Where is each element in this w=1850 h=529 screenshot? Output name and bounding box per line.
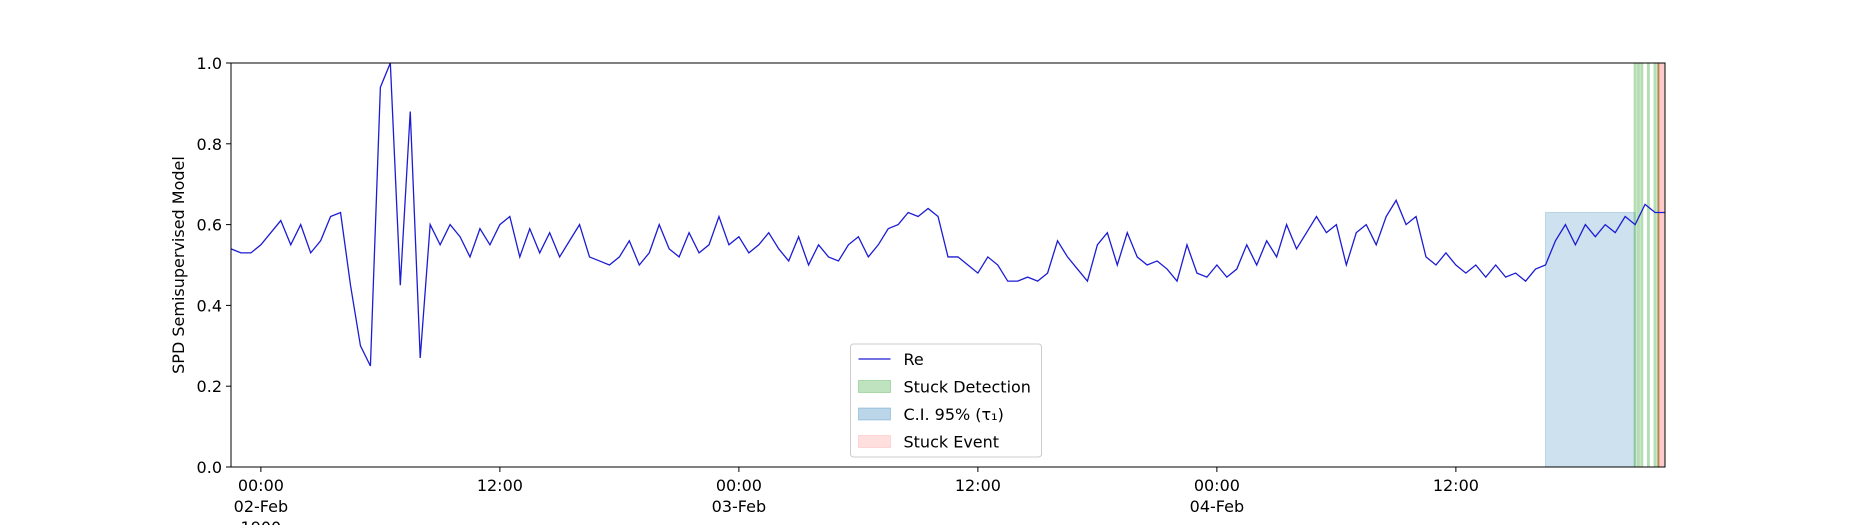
y-tick-label: 0.2 xyxy=(197,377,222,396)
stuck-detection xyxy=(1646,63,1650,467)
x-tick-label: 00:00 xyxy=(238,476,284,495)
legend-swatch xyxy=(858,380,891,393)
legend-swatch xyxy=(858,435,891,448)
y-tick-label: 0.0 xyxy=(197,458,222,477)
legend-label: C.I. 95% (τ₁) xyxy=(904,405,1004,424)
y-axis-label: SPD Semisupervised Model xyxy=(169,156,188,374)
x-tick-label: 1900 xyxy=(241,518,282,525)
stuck-detection xyxy=(1653,63,1657,467)
x-tick-label: 12:00 xyxy=(477,476,523,495)
x-tick-label: 00:00 xyxy=(716,476,762,495)
y-tick-label: 0.6 xyxy=(197,216,222,235)
data-line xyxy=(230,62,1665,367)
y-tick-label: 0.8 xyxy=(197,135,222,154)
stuck-event xyxy=(1658,63,1665,467)
stuck-detection xyxy=(1640,63,1644,467)
y-tick-label: 0.4 xyxy=(197,296,222,315)
legend-swatch xyxy=(858,407,891,421)
legend-box xyxy=(850,343,1042,458)
legend: Re Stuck Detection C.I. 95% (τ₁) Stuck Even… xyxy=(850,343,1042,458)
x-tick-label: 04-Feb xyxy=(1190,497,1244,516)
legend-label: Stuck Detection xyxy=(904,378,1031,397)
stuck-detection xyxy=(1636,63,1640,467)
legend-label: Re xyxy=(904,350,924,369)
plot-frame xyxy=(230,62,1666,468)
x-tick-label: 00:00 xyxy=(1194,476,1240,495)
x-tick-label: 12:00 xyxy=(955,476,1001,495)
legend-label: Stuck Event xyxy=(904,433,1000,452)
x-tick-label: 02-Feb xyxy=(234,497,288,516)
x-tick-label: 03-Feb xyxy=(712,497,766,516)
y-tick-label: 1.0 xyxy=(197,54,222,73)
confidence-interval xyxy=(1545,211,1636,468)
stuck-detection xyxy=(1633,63,1637,467)
x-tick-label: 12:00 xyxy=(1433,476,1479,495)
